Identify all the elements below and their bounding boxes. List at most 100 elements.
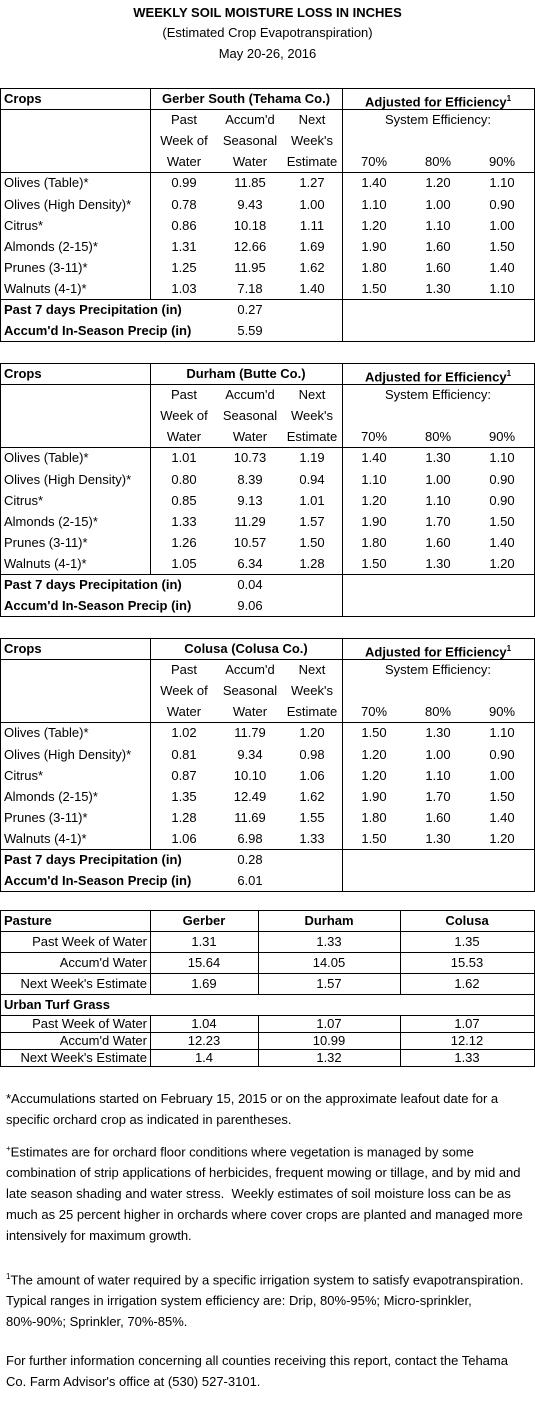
footnote: For further information concerning all c… — [6, 1350, 528, 1392]
value: 0.80 — [171, 471, 197, 487]
efficiency-header: 90% — [488, 154, 516, 170]
value: 1.69 — [191, 976, 217, 991]
value: 1.20 — [299, 725, 325, 741]
footnote: 1The amount of water required by a speci… — [6, 1266, 528, 1332]
precip-label: Past 7 days Precipitation (in) — [4, 577, 182, 592]
value: 1.20 — [361, 767, 387, 783]
crop-name: Citrus* — [4, 767, 44, 783]
border — [0, 1015, 1, 1066]
value: 1.62 — [454, 976, 480, 991]
efficiency-header: 80% — [424, 429, 452, 445]
column-header: Estimate — [286, 704, 338, 720]
crop-name: Citrus* — [4, 217, 44, 233]
value: 1.20 — [361, 746, 387, 762]
value: 1.70 — [425, 513, 451, 529]
value: 1.10 — [425, 217, 451, 233]
value: 1.28 — [171, 809, 197, 825]
value: 1.00 — [299, 196, 325, 212]
column-header: Next — [298, 662, 326, 678]
value: 15.64 — [187, 955, 221, 970]
column-header: Past — [170, 112, 197, 128]
border — [0, 994, 1, 1015]
border — [0, 849, 535, 850]
crop-name: Walnuts (4-1)* — [4, 555, 87, 571]
value: 1.35 — [454, 934, 480, 949]
pasture-header: Durham — [304, 913, 354, 928]
value: 1.60 — [425, 534, 451, 550]
value: 1.31 — [171, 238, 197, 254]
value: 1.32 — [316, 1050, 342, 1065]
pasture-header: Gerber — [182, 913, 226, 928]
footnote: *Accumulations started on February 15, 2… — [6, 1088, 528, 1130]
border — [0, 172, 535, 174]
value: 14.05 — [312, 955, 346, 970]
column-header: Seasonal — [222, 133, 278, 149]
value: 1.50 — [489, 513, 515, 529]
value: 1.07 — [316, 1016, 342, 1031]
border — [0, 891, 535, 893]
footnote-text: The amount of water required by a specif… — [6, 1272, 527, 1330]
column-header: Week of — [160, 133, 208, 149]
value: 1.4 — [194, 1050, 214, 1065]
value: 1.70 — [425, 788, 451, 804]
value: 1.33 — [316, 934, 342, 949]
value: 1.30 — [425, 725, 451, 741]
footnote-mark: + — [6, 1144, 11, 1153]
crops-header: Crops — [4, 91, 42, 106]
value: 1.01 — [171, 450, 197, 466]
column-header: Water — [166, 429, 202, 445]
value: 11.29 — [234, 513, 266, 529]
adjusted-text: Adjusted for Efficiency — [364, 369, 507, 385]
value: 0.81 — [171, 746, 197, 762]
precip-label: Accum'd In-Season Precip (in) — [4, 598, 192, 614]
system-efficiency: System Efficiency: — [385, 662, 491, 678]
location: Durham (Butte Co.) — [186, 366, 306, 381]
value: 10.10 — [233, 767, 267, 783]
border — [0, 952, 535, 953]
column-header: Estimate — [286, 429, 338, 445]
row-label: Next Week's Estimate — [20, 1050, 147, 1065]
border — [400, 1015, 401, 1066]
border — [342, 88, 343, 342]
border — [0, 363, 535, 364]
border — [0, 1066, 535, 1067]
footnote-text: For further information concerning all c… — [6, 1353, 512, 1389]
value: 10.57 — [233, 534, 267, 550]
precip-value: 9.06 — [237, 598, 263, 614]
crop-name: Prunes (3-11)* — [4, 534, 88, 550]
border — [150, 638, 151, 849]
value: 1.10 — [489, 280, 515, 296]
value: 1.33 — [454, 1050, 480, 1065]
crop-name: Olives (High Density)* — [4, 471, 132, 487]
column-header: Week of — [160, 683, 208, 699]
value: 1.05 — [171, 555, 197, 571]
adjusted-header: Adjusted for Efficiency1 — [342, 363, 534, 384]
value: 1.10 — [489, 725, 515, 741]
value: 1.20 — [489, 830, 515, 846]
crop-name: Olives (Table)* — [4, 175, 89, 191]
crop-name: Prunes (3-11)* — [4, 259, 88, 275]
value: 1.25 — [171, 259, 197, 275]
location: Gerber South (Tehama Co.) — [161, 91, 331, 106]
pasture-header: Pasture — [4, 913, 52, 928]
precip-label: Accum'd In-Season Precip (in) — [4, 323, 192, 339]
value: 1.26 — [171, 534, 197, 550]
border — [0, 447, 535, 449]
footnote-mark: 1 — [6, 1272, 11, 1281]
value: 1.00 — [489, 767, 515, 783]
value: 1.80 — [361, 534, 387, 550]
value: 1.20 — [361, 217, 387, 233]
row-label: Accum'd Water — [59, 955, 147, 970]
value: 1.90 — [361, 513, 387, 529]
value: 1.40 — [489, 809, 515, 825]
column-header: Next — [298, 112, 326, 128]
value: 0.86 — [171, 217, 197, 233]
value: 1.30 — [425, 280, 451, 296]
efficiency-header: 70% — [360, 704, 388, 720]
value: 1.10 — [489, 175, 515, 191]
value: 7.18 — [237, 280, 263, 296]
value: 1.57 — [299, 513, 325, 529]
footnote-text: Estimates are for orchard floor conditio… — [6, 1144, 527, 1244]
value: 1.57 — [316, 976, 342, 991]
value: 1.07 — [454, 1016, 480, 1031]
